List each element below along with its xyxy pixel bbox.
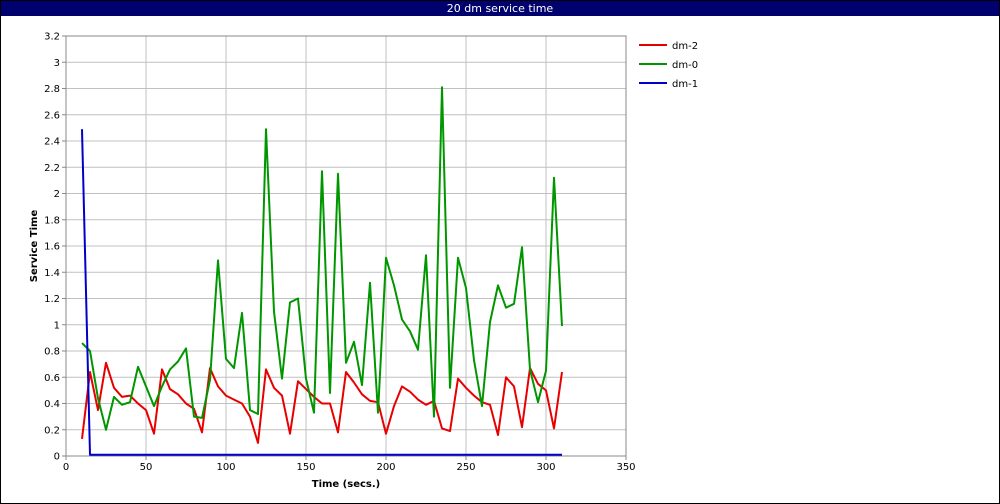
y-tick-label: 0.2 xyxy=(44,425,60,436)
series-line-dm-1 xyxy=(81,129,562,456)
x-tick-label: 150 xyxy=(296,462,315,473)
y-tick-label: 2.2 xyxy=(44,163,60,174)
x-tick-label: 200 xyxy=(376,462,395,473)
y-tick-label: 0 xyxy=(54,452,60,463)
y-tick-label: 1.6 xyxy=(44,242,60,253)
x-tick-label: 0 xyxy=(63,462,69,473)
y-tick-label: 1.8 xyxy=(44,215,60,226)
x-tick-label: 100 xyxy=(216,462,235,473)
window-title: 20 dm service time xyxy=(1,1,999,16)
y-tick-label: 1 xyxy=(54,320,60,331)
y-tick-label: 0.8 xyxy=(44,347,60,358)
y-tick-label: 1.4 xyxy=(44,268,60,279)
x-tick-label: 350 xyxy=(616,462,635,473)
y-tick-label: 2.6 xyxy=(44,110,60,121)
x-axis-ticks: 0 50 100 150 200 250 300 350 xyxy=(63,456,636,473)
y-tick-label: 0.6 xyxy=(44,373,60,384)
x-tick-label: 250 xyxy=(456,462,475,473)
x-tick-label: 50 xyxy=(140,462,153,473)
legend: dm-2 dm-0 dm-1 xyxy=(639,41,698,90)
y-tick-label: 3 xyxy=(54,58,60,69)
y-tick-label: 0.4 xyxy=(44,399,60,410)
series-lines xyxy=(81,86,563,456)
series-line-dm-0 xyxy=(81,86,563,431)
legend-label-dm-1: dm-1 xyxy=(672,79,698,90)
y-axis-ticks: 0 0.2 0.4 0.6 0.8 1 1.2 1.4 1.6 1.8 2 2.2 2.4 2.6 2.8 3… xyxy=(44,32,66,463)
y-tick-label: 2.8 xyxy=(44,84,60,95)
y-tick-label: 1.2 xyxy=(44,294,60,305)
y-tick-label: 2 xyxy=(54,189,60,200)
x-axis-title: Time (secs.) xyxy=(312,479,381,490)
x-tick-label: 300 xyxy=(536,462,555,473)
y-tick-label: 3.2 xyxy=(44,32,60,43)
y-tick-label: 2.4 xyxy=(44,137,60,148)
legend-label-dm-0: dm-0 xyxy=(672,60,698,71)
y-axis-title: Service Time xyxy=(29,210,40,283)
legend-label-dm-2: dm-2 xyxy=(672,41,698,52)
